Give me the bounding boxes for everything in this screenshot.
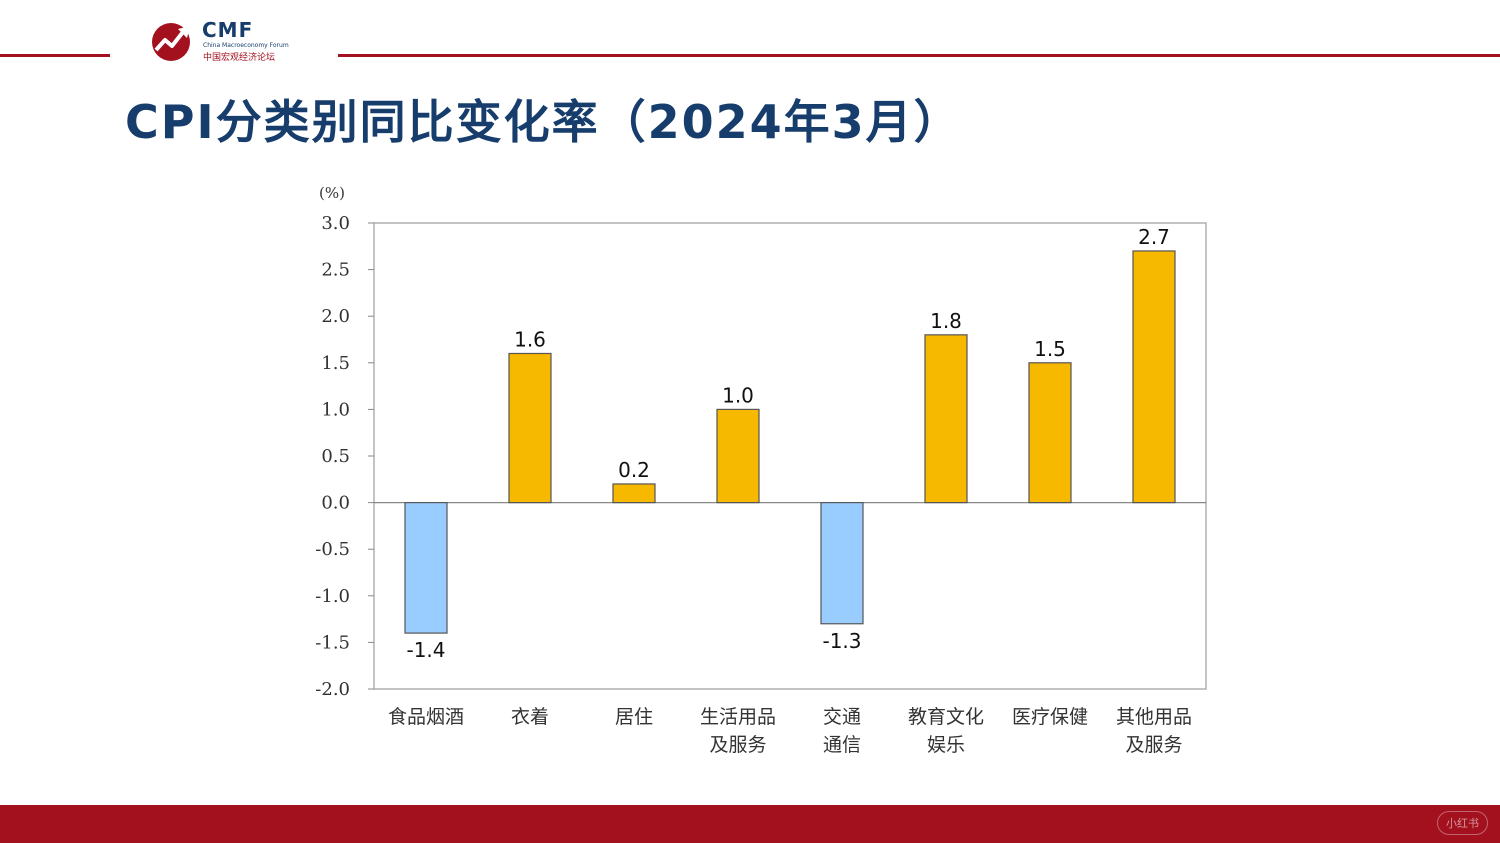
data-label: 0.2 <box>618 458 650 482</box>
y-tick-label: 3.0 <box>321 213 350 234</box>
bar <box>1132 250 1176 504</box>
y-tick-label: -1.5 <box>315 632 350 653</box>
x-category-label: 及服务 <box>709 734 766 756</box>
y-tick-label: -0.5 <box>315 539 350 560</box>
x-category-label: 居住 <box>615 706 653 728</box>
x-category-label: 食品烟酒 <box>388 706 464 728</box>
data-label: -1.3 <box>822 629 861 653</box>
header-divider-right <box>338 54 1500 57</box>
logo-english-name: China Macroeconomy Forum <box>203 42 289 49</box>
header-divider-left <box>0 54 110 57</box>
bar <box>820 502 864 625</box>
x-category-label: 生活用品 <box>700 706 776 728</box>
data-label: 1.0 <box>722 383 754 407</box>
y-tick-label: 0.5 <box>321 446 350 467</box>
y-tick-label: 2.0 <box>321 306 350 327</box>
bar <box>716 408 760 504</box>
y-tick-label: -1.0 <box>315 586 350 607</box>
logo-wordmark: CMF <box>202 18 254 42</box>
cpi-bar-chart: (%) 3.0 2.5 2.0 1.5 1.0 0.5 0.0 -0.5 -1.0 -1.5 -2.0… <box>315 184 1207 756</box>
y-tick-label: 1.5 <box>321 353 350 374</box>
y-tick-label: 1.0 <box>321 399 350 420</box>
footer-bar: 小红书 <box>0 805 1500 843</box>
x-category-label: 及服务 <box>1125 734 1182 756</box>
bar <box>924 334 968 504</box>
watermark: 小红书 <box>1437 811 1488 835</box>
x-category-label: 通信 <box>823 734 861 756</box>
cmf-logo: CMF China Macroeconomy Forum 中国宏观经济论坛 <box>150 18 330 66</box>
data-label: 1.5 <box>1034 337 1066 361</box>
data-label: 2.7 <box>1138 225 1170 249</box>
data-label: 1.6 <box>514 327 546 351</box>
y-tick-label: -2.0 <box>315 679 350 700</box>
data-label: 1.8 <box>930 309 962 333</box>
bar <box>404 502 448 634</box>
y-tick-label: 0.0 <box>321 493 350 514</box>
plot-frame <box>373 222 1207 690</box>
bar <box>612 483 656 504</box>
x-category-label: 娱乐 <box>927 734 965 756</box>
y-unit-label: (%) <box>319 184 345 202</box>
bar <box>1028 362 1072 504</box>
page-title: CPI分类别同比变化率（2024年3月） <box>125 95 962 149</box>
y-tick-label: 2.5 <box>321 260 350 281</box>
x-category-label: 交通 <box>823 706 861 728</box>
logo-chart-icon <box>152 23 190 61</box>
x-category-label: 教育文化 <box>908 706 984 728</box>
x-category-label: 衣着 <box>511 706 549 728</box>
data-label: -1.4 <box>406 638 445 662</box>
x-category-label: 医疗保健 <box>1012 706 1088 728</box>
x-category-label: 其他用品 <box>1116 706 1192 728</box>
logo-chinese-name: 中国宏观经济论坛 <box>203 53 276 63</box>
bar <box>508 352 552 504</box>
